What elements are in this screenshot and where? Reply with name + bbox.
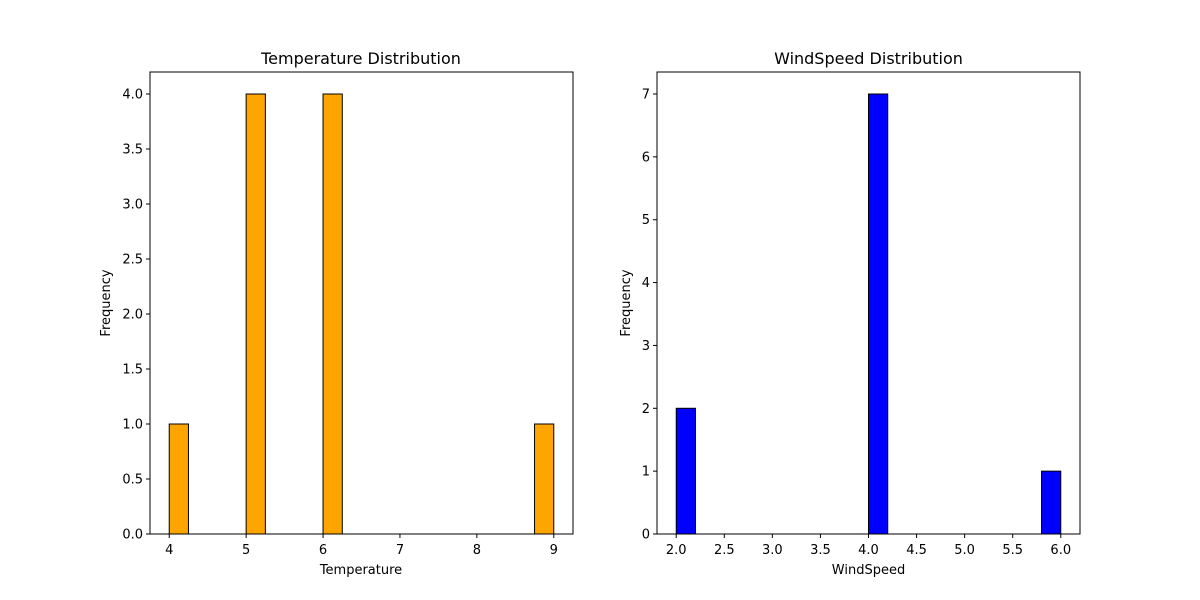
x-tick-label: 4.0 <box>858 543 879 558</box>
x-tick-label: 7 <box>396 543 404 558</box>
temperature-histogram: Temperature Distribution Temperature Fre… <box>99 49 574 578</box>
y-tick-label: 6 <box>642 150 650 165</box>
x-tick-label: 6 <box>319 543 327 558</box>
y-tick-label: 4 <box>642 276 650 291</box>
y-tick-label: 0.5 <box>122 473 143 488</box>
x-tick-label: 8 <box>473 543 481 558</box>
y-tick-label: 2.0 <box>122 308 143 323</box>
y-tick-label: 2.5 <box>122 253 143 268</box>
y-tick-label: 0.0 <box>122 528 143 543</box>
histogram-bar <box>675 407 696 535</box>
y-axis-label: Frequency <box>99 269 114 336</box>
histogram-bar <box>534 423 555 535</box>
histogram-bar <box>168 423 189 535</box>
y-tick-label: 4.0 <box>122 88 143 103</box>
x-tick-label: 5 <box>242 543 250 558</box>
x-axis-label: Temperature <box>319 563 402 578</box>
chart-title: Temperature Distribution <box>260 49 461 68</box>
x-tick-label: 3.0 <box>762 543 783 558</box>
y-axis-label: Frequency <box>619 269 634 336</box>
y-tick-label: 3.0 <box>122 198 143 213</box>
x-tick-label: 9 <box>550 543 558 558</box>
x-tick-label: 4 <box>165 543 173 558</box>
y-tick-label: 2 <box>642 402 650 417</box>
y-tick-label: 1.5 <box>122 363 143 378</box>
y-tick-label: 1 <box>642 465 650 480</box>
histogram-bar <box>868 93 889 535</box>
y-tick-label: 5 <box>642 213 650 228</box>
windspeed-histogram: WindSpeed Distribution WindSpeed Frequen… <box>619 49 1081 578</box>
x-tick-label: 2.0 <box>666 543 687 558</box>
x-tick-label: 4.5 <box>906 543 927 558</box>
x-tick-label: 5.5 <box>1002 543 1023 558</box>
x-tick-label: 3.5 <box>810 543 831 558</box>
x-axis-label: WindSpeed <box>832 563 905 578</box>
x-tick-label: 2.5 <box>714 543 735 558</box>
histogram-bar <box>245 93 266 535</box>
y-tick-label: 7 <box>642 88 650 103</box>
histogram-bar <box>1041 470 1062 535</box>
x-tick-label: 6.0 <box>1050 543 1071 558</box>
y-tick-label: 0 <box>642 528 650 543</box>
y-tick-label: 3 <box>642 339 650 354</box>
histogram-bar <box>322 93 343 535</box>
y-tick-label: 1.0 <box>122 418 143 433</box>
chart-title: WindSpeed Distribution <box>774 49 963 68</box>
plot-frame <box>149 71 574 535</box>
y-tick-label: 3.5 <box>122 143 143 158</box>
x-tick-label: 5.0 <box>954 543 975 558</box>
